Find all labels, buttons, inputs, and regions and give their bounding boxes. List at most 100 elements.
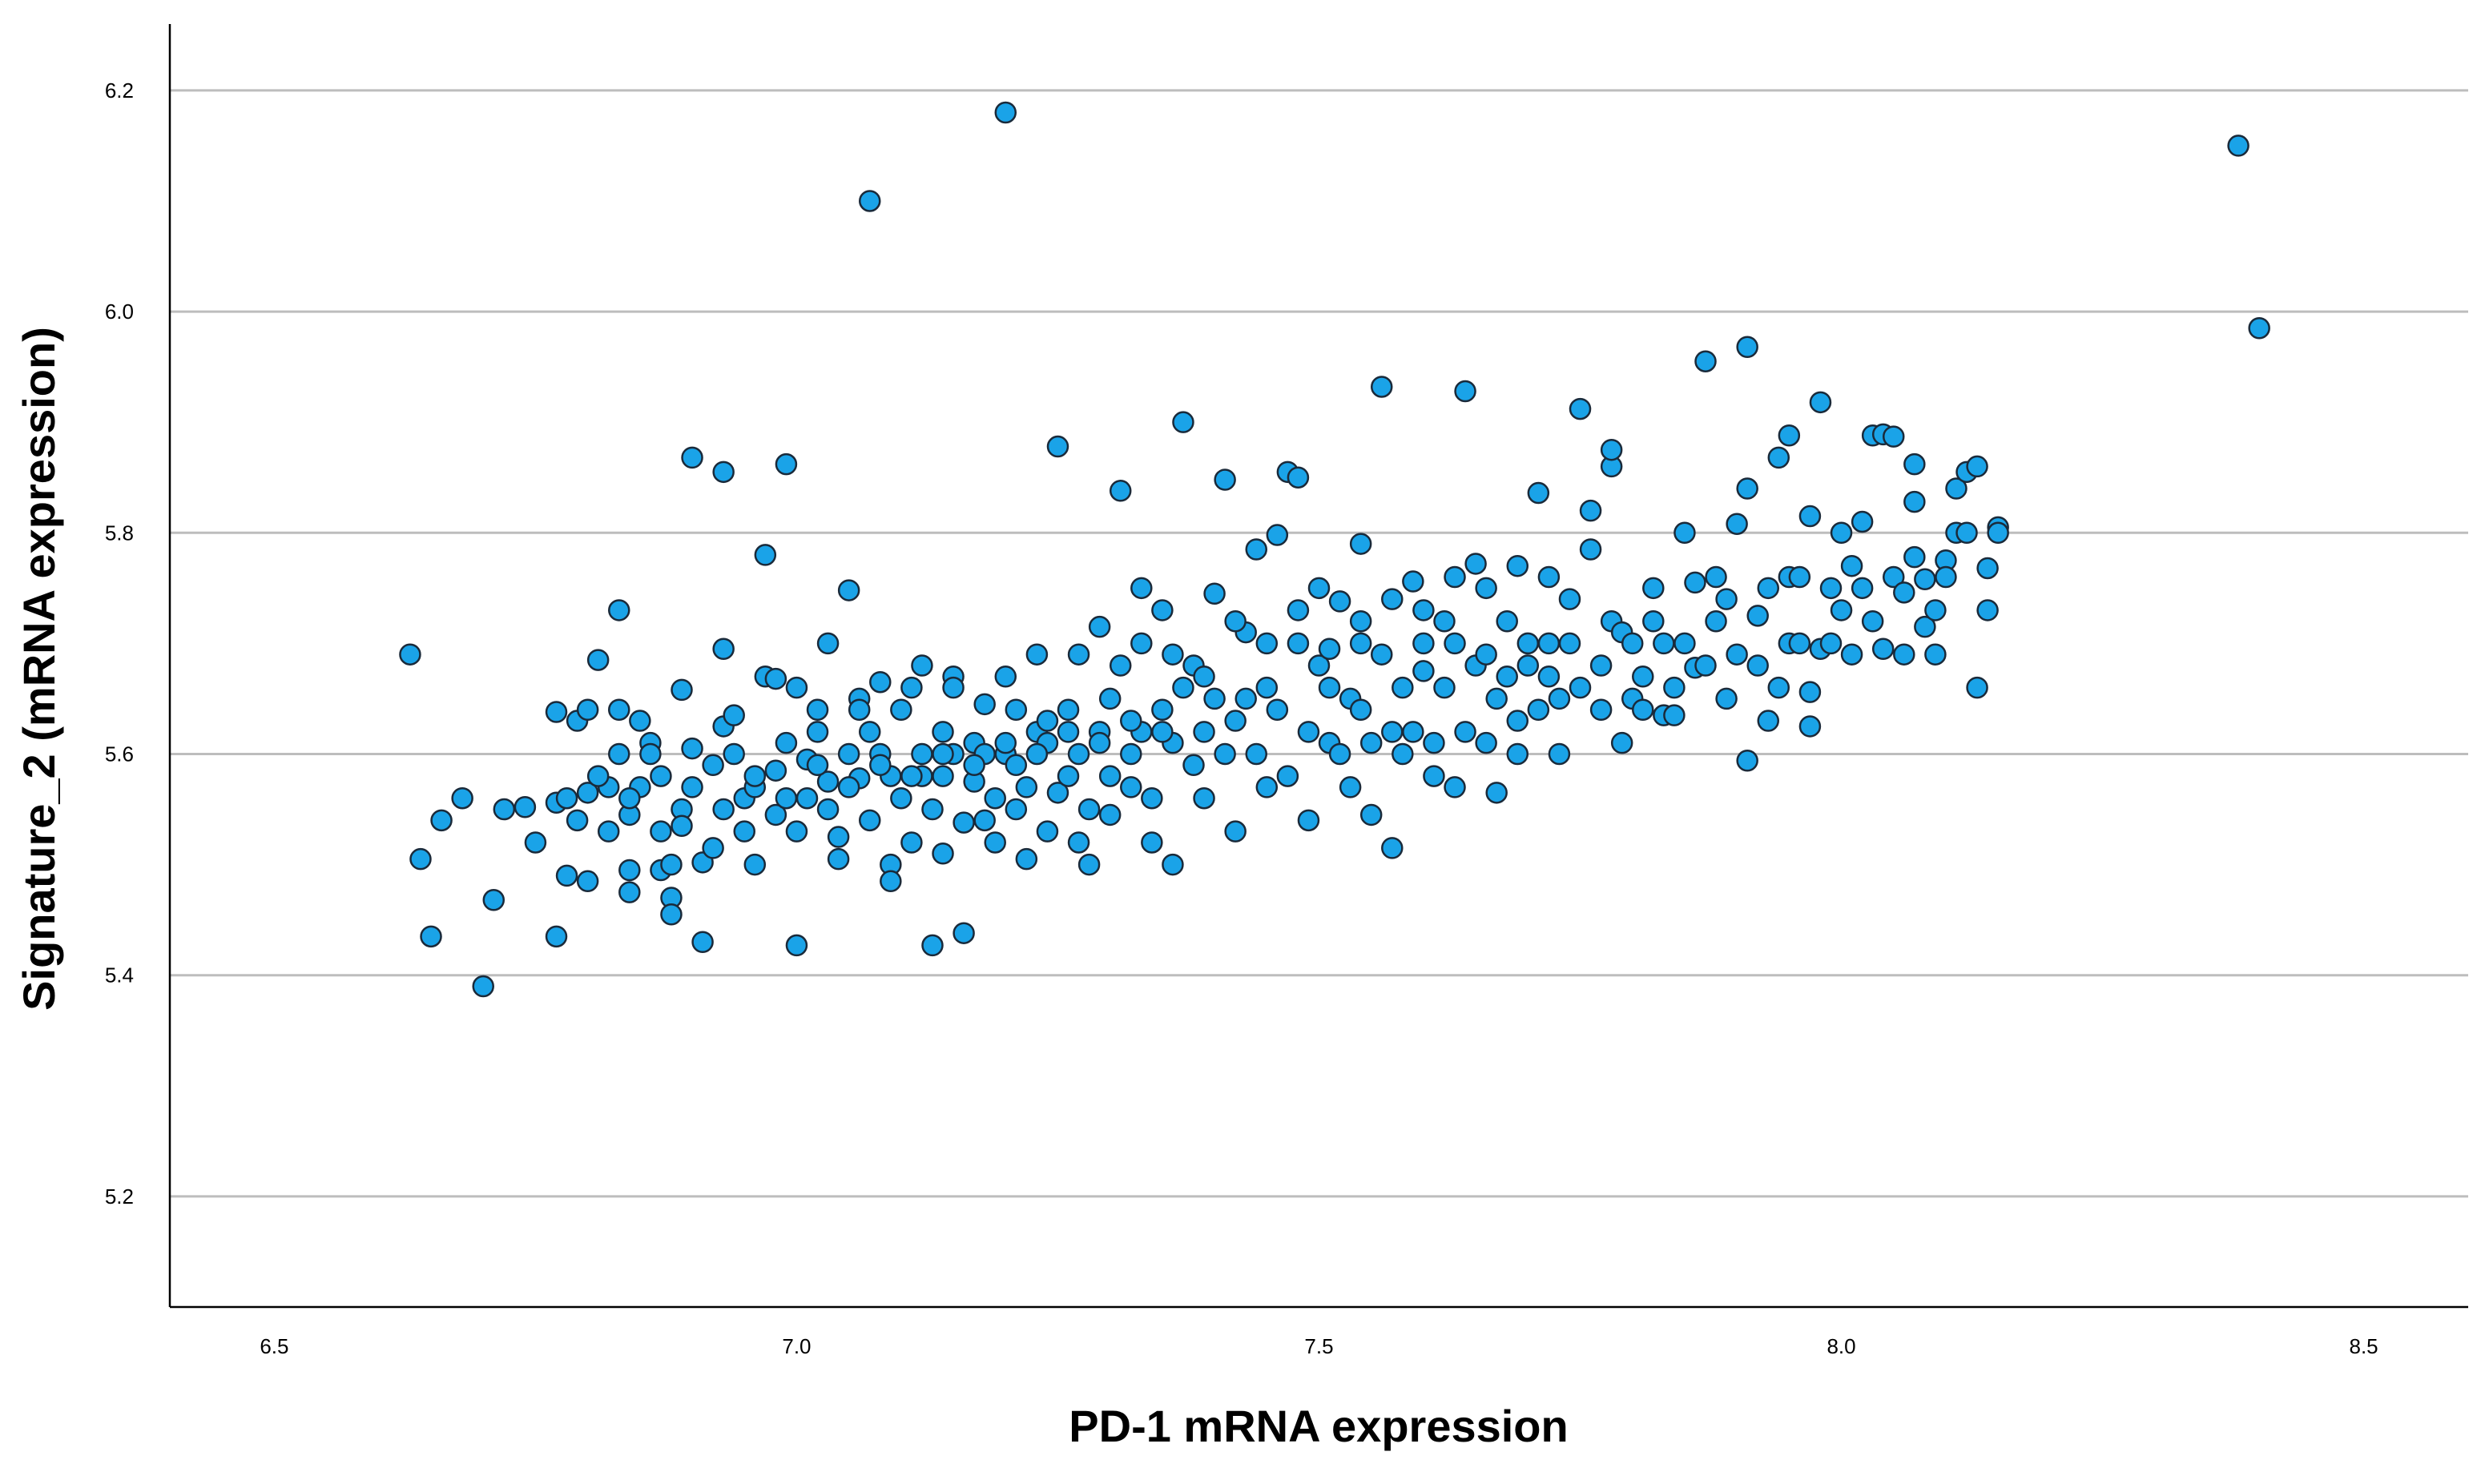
data-point [890,786,912,810]
data-point [1610,731,1633,754]
data-point [1423,765,1445,787]
data-point [1203,582,1226,605]
data-point [1015,847,1038,871]
data-point [785,820,808,843]
gridlines [170,89,2468,1198]
data-point [1883,565,1905,589]
data-point [984,786,1006,810]
data-point [1632,666,1654,688]
data-point [482,889,505,911]
data-point [555,786,578,810]
data-point [1819,632,1843,655]
data-point [1224,610,1247,633]
data-point [733,820,755,843]
data-point [1788,565,1811,589]
data-point [566,809,589,832]
data-point [1569,676,1592,699]
x-tick-label: 7.0 [782,1334,811,1358]
data-point [1098,803,1122,826]
data-point [1402,721,1424,743]
data-point [1903,490,1926,513]
data-point [712,798,735,821]
data-point [524,831,547,854]
data-point [1349,610,1372,633]
data-point [514,796,537,818]
data-point [1757,577,1780,600]
data-point [1851,577,1874,600]
data-point [1307,577,1331,600]
data-point [880,870,902,893]
data-point [681,446,703,469]
data-point [1485,782,1508,804]
data-point [1349,533,1372,555]
data-point [973,809,996,832]
data-point [869,670,892,694]
data-point [837,776,860,798]
data-point [1788,632,1811,655]
data-point [399,643,421,666]
data-point [1767,446,1790,469]
data-point [1663,676,1686,699]
data-point [660,853,683,876]
data-point [775,731,798,754]
data-point [1621,632,1644,655]
data-point [827,847,850,871]
data-point [1506,742,1529,766]
data-point [1444,632,1466,655]
data-point [1005,698,1028,721]
data-point [1057,721,1080,743]
data-point [1370,376,1393,398]
data-point [1109,480,1132,502]
data-point [1903,545,1926,569]
data-point [1914,615,1936,638]
data-point [650,765,672,787]
data-point [1579,538,1602,561]
data-point [1798,681,1822,703]
data-point [1778,424,1801,447]
data-point [785,934,808,957]
data-point [1412,632,1435,655]
data-point [1046,435,1069,458]
data-point [1642,577,1665,600]
data-point [1005,754,1028,777]
y-tick-label: 5.8 [105,521,134,545]
data-point [1193,721,1215,743]
data-point [806,754,829,777]
y-tick-label: 6.0 [105,300,134,324]
data-point [1370,643,1393,666]
data-point [1883,425,1905,448]
data-point [1402,570,1424,593]
data-point [932,742,954,766]
data-point [984,831,1006,854]
data-point [1287,466,1310,489]
data-point [775,786,798,810]
x-tick-label: 8.5 [2350,1334,2378,1358]
data-point [942,676,965,699]
data-point [1966,455,1988,478]
data-point [1025,742,1049,766]
data-point [1255,776,1279,798]
data-point [2227,135,2249,157]
data-point [953,811,975,834]
data-point [1130,632,1153,655]
data-point [743,765,767,787]
data-point [1830,521,1853,545]
data-point [932,765,954,787]
data-point [702,754,724,777]
data-point [702,837,724,859]
data-point [1736,750,1758,772]
data-point [1444,776,1466,798]
data-point [586,649,610,671]
data-point [1307,654,1331,677]
data-point [1339,776,1362,798]
data-point [1359,731,1383,754]
data-point [1088,615,1111,638]
data-point [1015,776,1038,798]
y-tick-label: 5.6 [105,742,134,766]
data-point [1893,581,1915,604]
data-point [1141,831,1163,854]
data-point [650,820,672,843]
data-point [1746,654,1769,677]
data-point [795,786,819,810]
data-point [629,710,651,732]
